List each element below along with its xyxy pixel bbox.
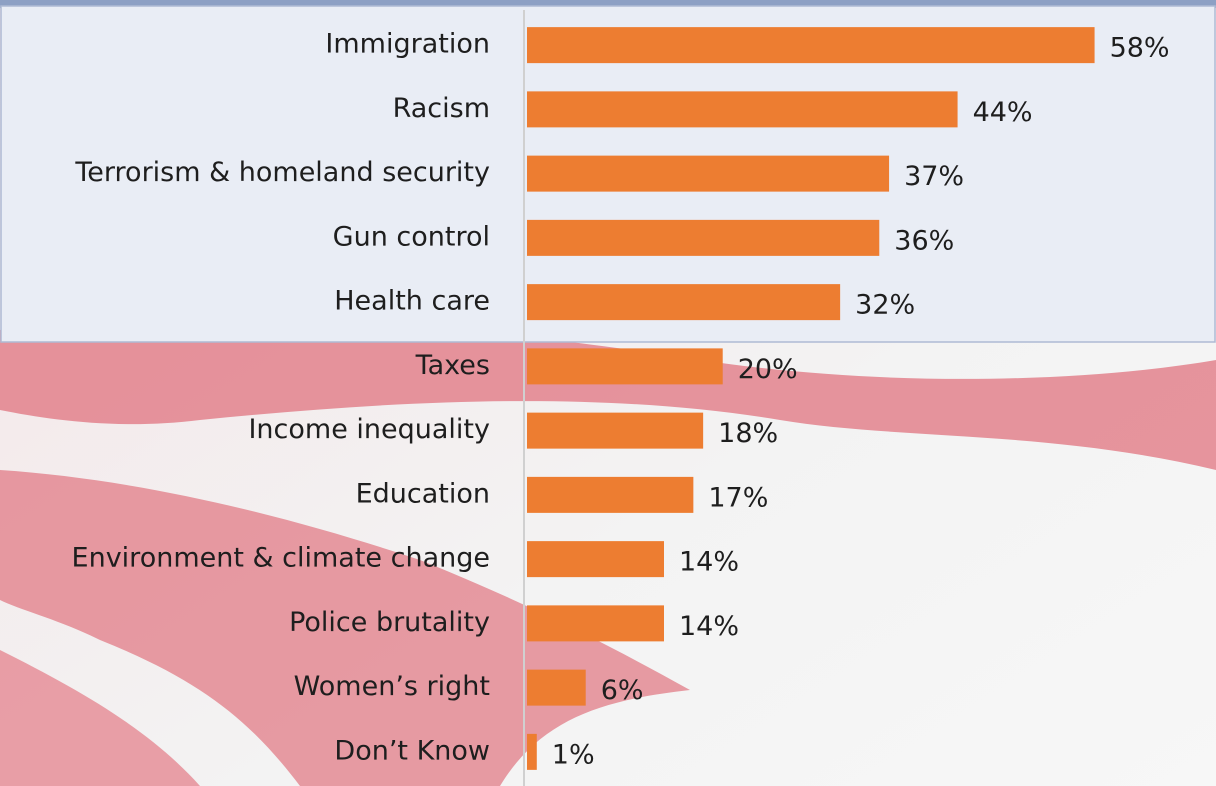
value-label: 17% [708, 482, 768, 513]
category-label: Health care [334, 286, 490, 317]
category-label: Terrorism & homeland security [74, 157, 490, 188]
category-label: Gun control [333, 221, 490, 252]
value-label: 18% [718, 418, 778, 449]
value-label: 36% [894, 225, 954, 256]
bar [527, 413, 703, 449]
bar [527, 348, 723, 384]
category-label: Women’s right [294, 671, 490, 702]
value-label: 6% [601, 675, 644, 706]
chart: Immigration 58% Racism 44% Terrorism & homel… [0, 0, 1216, 786]
category-label: Police brutality [289, 607, 490, 638]
bar [527, 670, 586, 706]
value-label: 44% [973, 97, 1033, 128]
category-label: Taxes [415, 350, 490, 381]
bar [527, 477, 693, 513]
category-label: Immigration [325, 29, 490, 60]
category-label: Environment & climate change [72, 543, 490, 574]
bar [527, 27, 1095, 63]
bar [527, 220, 879, 256]
value-label: 14% [679, 547, 739, 578]
category-label: Education [356, 478, 490, 509]
bar [527, 91, 958, 127]
bar [527, 156, 889, 192]
value-label: 32% [855, 290, 915, 321]
bar [527, 284, 840, 320]
value-label: 37% [904, 161, 964, 192]
bar [527, 541, 664, 577]
value-label: 1% [552, 739, 595, 770]
bar [527, 605, 664, 641]
value-label: 58% [1110, 33, 1170, 64]
category-label: Don’t Know [334, 735, 490, 766]
value-label: 14% [679, 611, 739, 642]
category-label: Racism [393, 93, 490, 124]
value-label: 20% [738, 354, 798, 385]
category-label: Income inequality [248, 414, 490, 445]
bar [527, 734, 537, 770]
